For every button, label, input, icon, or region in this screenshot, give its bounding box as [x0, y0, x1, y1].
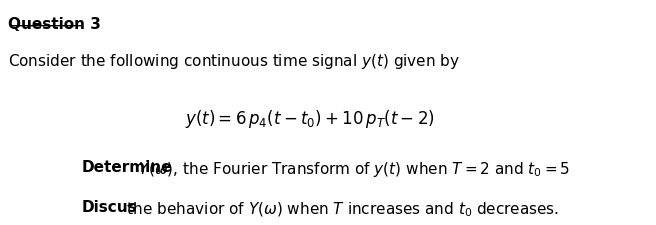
Text: $Y(\omega)$, the Fourier Transform of $y(t)$ when $T = 2$ and $t_0 = 5$: $Y(\omega)$, the Fourier Transform of $y… — [134, 160, 570, 178]
Text: $y(t) = 6\, p_4(t - t_0) + 10\, p_T(t - 2)$: $y(t) = 6\, p_4(t - t_0) + 10\, p_T(t - … — [184, 108, 434, 130]
Text: Discus: Discus — [81, 200, 137, 215]
Text: Consider the following continuous time signal $y(t)$ given by: Consider the following continuous time s… — [8, 52, 460, 71]
Text: the behavior of $Y(\omega)$ when $T$ increases and $t_0$ decreases.: the behavior of $Y(\omega)$ when $T$ inc… — [121, 200, 559, 219]
Text: Question 3: Question 3 — [8, 17, 100, 32]
Text: Determine: Determine — [81, 160, 172, 175]
